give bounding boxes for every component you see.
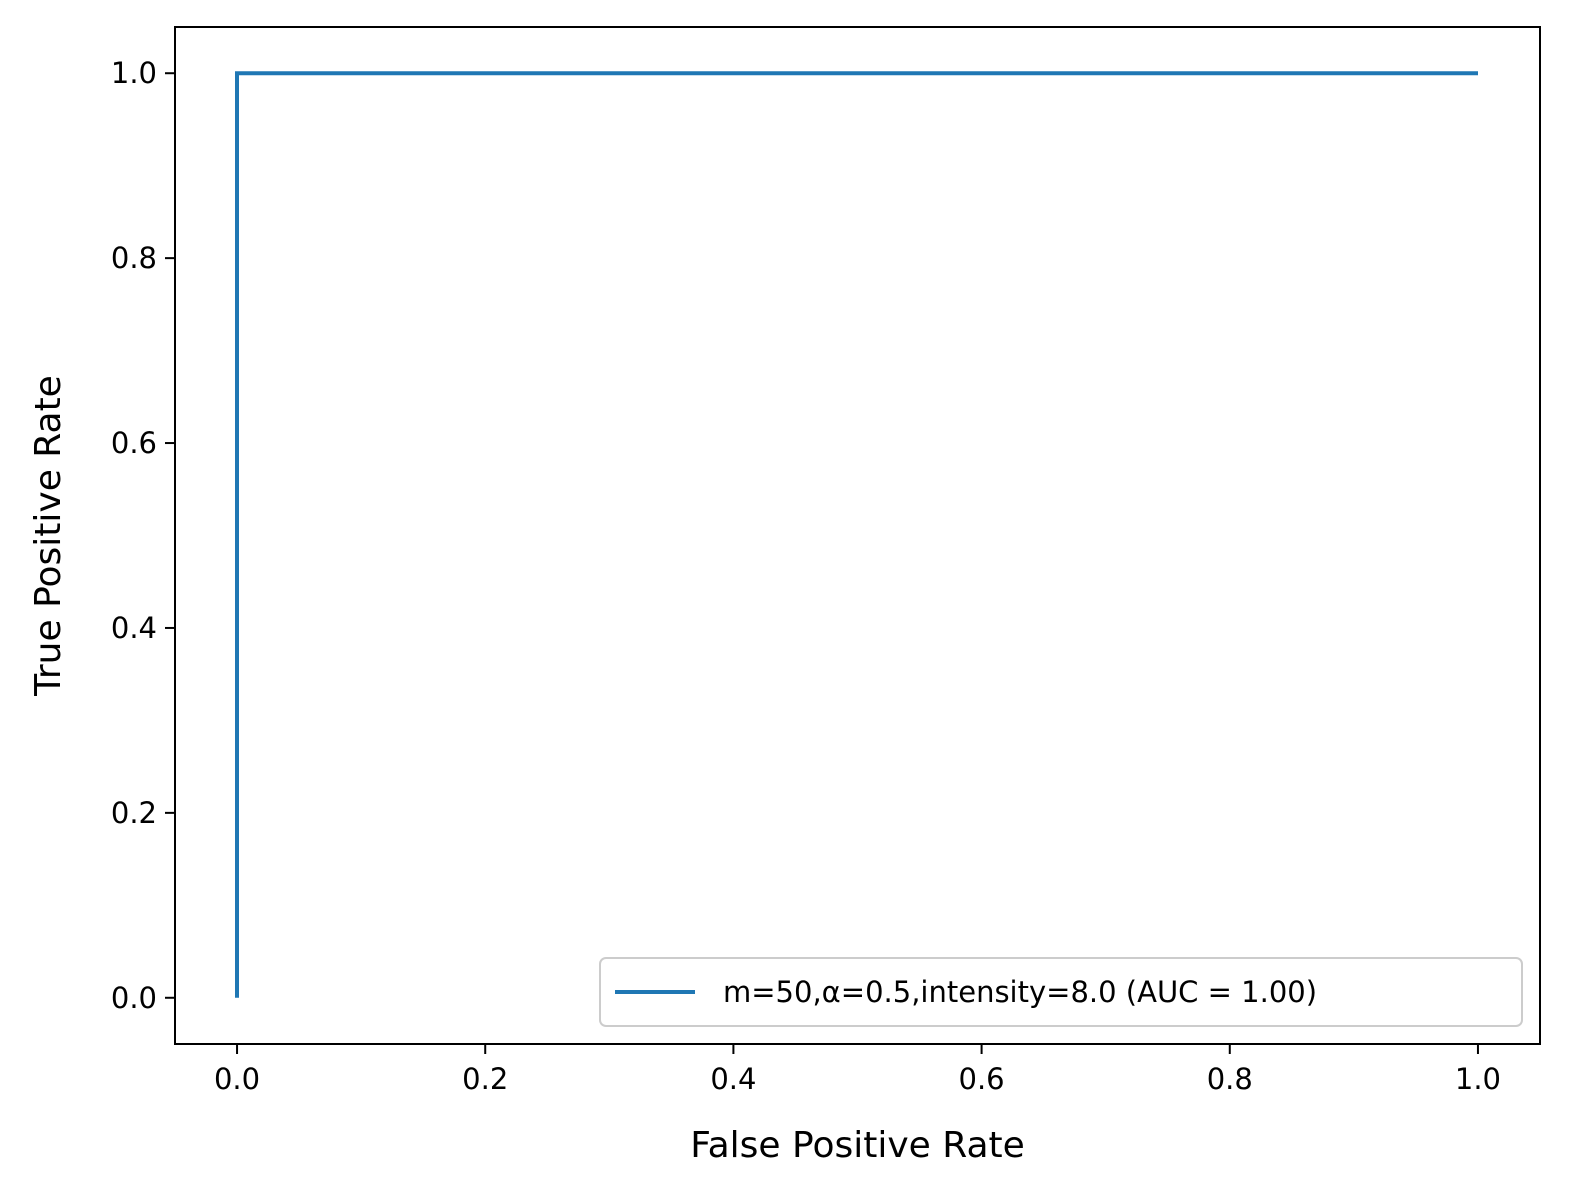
y-tick-label: 0.6 — [111, 426, 157, 460]
x-tick-label: 1.0 — [1455, 1062, 1501, 1096]
x-tick-label: 0.2 — [462, 1062, 508, 1096]
y-tick-label: 0.8 — [111, 241, 157, 275]
legend-box — [599, 957, 1523, 1027]
y-tick-label: 0.2 — [111, 796, 157, 830]
series-line-0 — [235, 71, 1478, 998]
y-axis-label: True Positive Rate — [28, 375, 69, 697]
series-layer — [235, 71, 1478, 998]
y-tick-label: 0.0 — [111, 981, 157, 1015]
y-axis-ticks: 0.0 0.2 0.4 0.6 0.8 1.0 — [111, 56, 175, 1015]
x-tick-label: 0.6 — [959, 1062, 1005, 1096]
y-tick-label: 0.4 — [111, 611, 157, 645]
legend-entry: m=50,α=0.5,intensity=8.0 (AUC = 1.00) — [723, 975, 1317, 1009]
x-axis-label: False Positive Rate — [690, 1125, 1025, 1166]
legend: m=50,α=0.5,intensity=8.0 (AUC = 1.00) — [599, 957, 1523, 1027]
x-tick-label: 0.0 — [214, 1062, 260, 1096]
x-tick-label: 0.8 — [1207, 1062, 1253, 1096]
x-tick-label: 0.4 — [710, 1062, 756, 1096]
y-tick-label: 1.0 — [111, 56, 157, 90]
plot-frame — [174, 26, 1541, 1045]
x-axis-ticks: 0.0 0.2 0.4 0.6 0.8 1.0 — [214, 1044, 1501, 1096]
